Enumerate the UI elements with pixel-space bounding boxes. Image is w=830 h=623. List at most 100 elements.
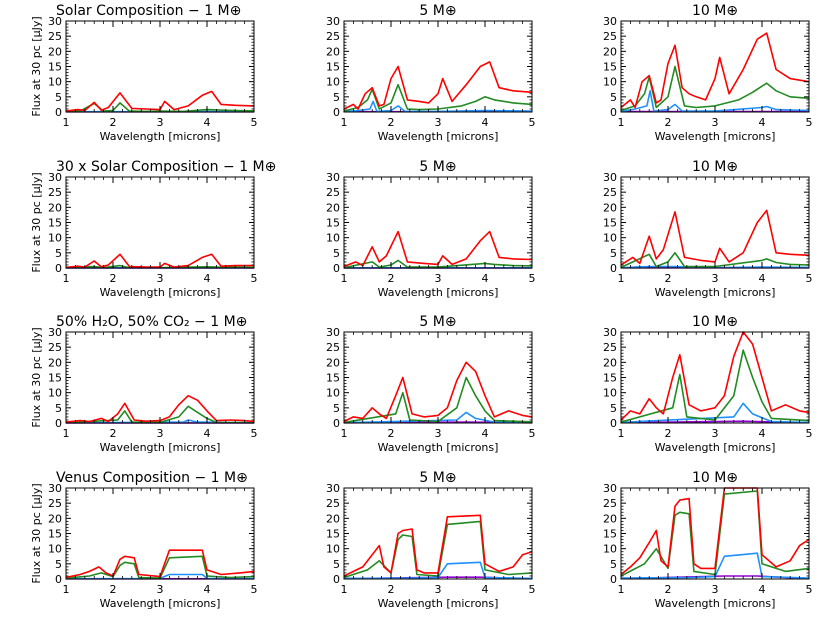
series-line-2 [344, 83, 532, 112]
x-tick-label: 2 [388, 427, 395, 440]
y-tick-label: 0 [333, 417, 340, 430]
y-tick-label: 20 [48, 201, 62, 214]
x-axis-label: Wavelength [microns] [378, 130, 499, 143]
panel-title: 10 M⊕ [692, 3, 738, 19]
chart-panel-12: 0 5 10 15 20 25 30 1 2 3 4 5 Wavelength [microns] 10 … [603, 470, 813, 610]
y-tick-label: 10 [48, 76, 62, 89]
y-tick-label: 5 [610, 558, 617, 571]
x-tick-label: 3 [435, 427, 442, 440]
panel-title: 5 M⊕ [419, 470, 456, 486]
x-tick-label: 3 [712, 583, 719, 596]
y-tick-label: 20 [603, 512, 617, 525]
y-tick-label: 10 [603, 543, 617, 556]
y-tick-label: 25 [603, 186, 617, 199]
series-line-1 [344, 514, 532, 577]
x-tick-label: 4 [482, 583, 489, 596]
x-tick-label: 4 [204, 116, 211, 129]
series-line-2 [66, 555, 254, 579]
y-tick-label: 30 [48, 326, 62, 339]
y-tick-label: 15 [326, 528, 340, 541]
y-tick-label: 25 [48, 30, 62, 43]
x-tick-label: 4 [759, 583, 766, 596]
y-tick-label: 10 [326, 232, 340, 245]
y-tick-label: 20 [48, 45, 62, 58]
y-tick-label: 5 [610, 247, 617, 260]
y-tick-label: 15 [48, 61, 62, 74]
y-tick-label: 10 [48, 543, 62, 556]
series-line-2 [344, 259, 532, 269]
x-tick-label: 2 [665, 272, 672, 285]
y-tick-label: 10 [603, 76, 617, 89]
y-tick-label: 0 [55, 417, 62, 430]
y-tick-label: 20 [48, 356, 62, 369]
x-axis-label: Wavelength [microns] [378, 286, 499, 299]
x-tick-label: 5 [806, 272, 813, 285]
x-axis-label: Wavelength [microns] [100, 597, 221, 610]
series-line-2 [621, 349, 809, 423]
y-tick-label: 5 [333, 247, 340, 260]
y-tick-label: 10 [326, 76, 340, 89]
y-tick-label: 30 [326, 482, 340, 495]
y-tick-label: 15 [48, 372, 62, 385]
chart-panel-5: 0 5 10 15 20 25 30 1 2 3 4 5 Wavelength [microns] 5 M… [326, 159, 536, 299]
y-tick-label: 30 [603, 482, 617, 495]
y-tick-label: 5 [55, 558, 62, 571]
y-tick-label: 20 [603, 201, 617, 214]
chart-panel-8: 0 5 10 15 20 25 30 1 2 3 4 5 Wavelength [microns] 5 M… [326, 314, 536, 454]
plot-frame [343, 176, 533, 269]
y-tick-label: 10 [603, 387, 617, 400]
y-tick-label: 30 [326, 326, 340, 339]
panel-title: Venus Composition − 1 M⊕ [56, 470, 248, 486]
x-tick-label: 4 [204, 272, 211, 285]
y-axis-label: Flux at 30 pc [μJy] [30, 327, 43, 427]
x-tick-label: 4 [759, 272, 766, 285]
x-tick-label: 3 [712, 272, 719, 285]
panel-title: 5 M⊕ [419, 314, 456, 330]
series-line-2 [66, 405, 254, 424]
x-tick-label: 5 [806, 583, 813, 596]
series-line-2 [621, 252, 809, 269]
x-tick-label: 2 [388, 272, 395, 285]
series-line-1 [66, 253, 254, 269]
y-tick-label: 10 [48, 232, 62, 245]
chart-panel-10: 0 5 10 15 20 25 30 1 2 3 4 5 Wavelength [microns] Flu… [30, 470, 258, 610]
x-tick-label: 1 [341, 583, 348, 596]
y-tick-label: 20 [326, 512, 340, 525]
x-tick-label: 5 [529, 116, 536, 129]
panel-title: 10 M⊕ [692, 159, 738, 175]
x-tick-label: 3 [435, 116, 442, 129]
x-tick-label: 2 [110, 427, 117, 440]
x-tick-label: 1 [341, 116, 348, 129]
chart-panel-6: 0 5 10 15 20 25 30 1 2 3 4 5 Wavelength [microns] 10 … [603, 159, 813, 299]
series-line-1 [621, 331, 809, 421]
series-line-1 [621, 209, 809, 266]
x-axis-label: Wavelength [microns] [655, 130, 776, 143]
y-tick-label: 30 [603, 171, 617, 184]
x-tick-label: 4 [204, 583, 211, 596]
x-tick-label: 3 [157, 427, 164, 440]
y-tick-label: 10 [48, 387, 62, 400]
series-line-3 [621, 90, 809, 113]
y-tick-label: 25 [48, 341, 62, 354]
y-axis-label: Flux at 30 pc [μJy] [30, 483, 43, 583]
plot-frame [620, 331, 810, 424]
x-tick-label: 2 [110, 116, 117, 129]
chart-panel-11: 0 5 10 15 20 25 30 1 2 3 4 5 Wavelength [microns] 5 M… [326, 470, 536, 610]
y-tick-label: 5 [610, 91, 617, 104]
y-tick-label: 10 [326, 387, 340, 400]
y-tick-label: 5 [55, 91, 62, 104]
x-tick-label: 5 [251, 272, 258, 285]
y-tick-label: 20 [48, 512, 62, 525]
x-tick-label: 5 [251, 427, 258, 440]
panel-title: 5 M⊕ [419, 159, 456, 175]
panel-title: 30 x Solar Composition − 1 M⊕ [56, 159, 276, 175]
y-tick-label: 0 [610, 106, 617, 119]
y-tick-label: 25 [603, 30, 617, 43]
y-tick-label: 15 [603, 528, 617, 541]
y-tick-label: 10 [326, 543, 340, 556]
y-tick-label: 30 [48, 482, 62, 495]
y-tick-label: 0 [610, 573, 617, 586]
x-tick-label: 2 [665, 116, 672, 129]
chart-panel-1: 0 5 10 15 20 25 30 1 2 3 4 5 Wavelength [microns] Flu… [30, 3, 258, 143]
